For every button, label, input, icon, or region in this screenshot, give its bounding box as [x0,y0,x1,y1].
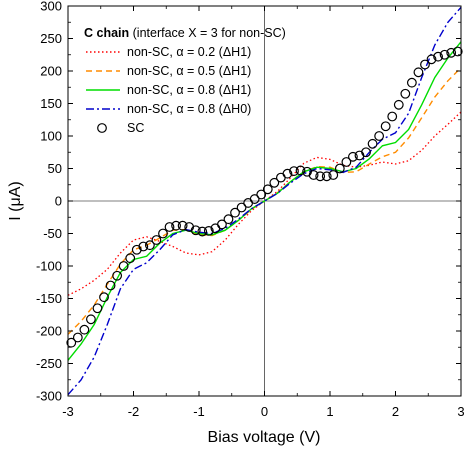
sc-data-point [112,270,123,281]
sc-data-point [217,219,227,230]
sc-data-point [230,207,240,218]
x-tick-label: 1 [326,404,333,419]
x-tick-label: 0 [261,404,268,419]
y-tick-label: 0 [55,194,62,209]
y-tick-label: 50 [48,161,62,176]
legend-title-rest: (interface X = 3 for non-SC) [129,26,286,40]
legend-title: C chain (interface X = 3 for non-SC) [84,26,286,40]
sc-data-point [236,202,247,213]
sc-data-point [256,189,267,200]
legend-entry-label: SC [127,121,144,135]
sc-data-point [86,314,96,325]
sc-data-point [387,111,398,122]
sc-data-point [269,177,280,188]
sc-data-point [72,332,83,343]
sc-data-point [262,184,273,195]
y-tick-label: 300 [40,0,62,14]
sc-data-point [393,99,404,110]
sc-data-point [249,194,260,204]
sc-data-point [406,77,417,88]
y-tick-label: -300 [36,389,62,404]
sc-data-point [361,147,371,158]
sc-data-point [367,138,378,149]
x-tick-label: -2 [128,404,140,419]
sc-data-point [105,280,116,291]
sc-data-point [439,49,450,60]
sc-data-point [334,163,345,174]
y-axis-ticks: -300 -250 -200 -150 -100 -50 0 50 100 150 200 250 30… [36,0,461,404]
legend: C chain (interface X = 3 for non-SC) non… [84,26,286,135]
sc-data-point [315,171,326,182]
sc-data-point [289,166,299,177]
x-tick-label: -1 [193,404,205,419]
sc-data-point [164,222,175,232]
sc-data-point [321,171,332,182]
sc-data-point [282,168,293,179]
legend-swatch-sc [97,123,107,133]
y-tick-label: 250 [40,31,62,46]
y-tick-label: -250 [36,356,62,371]
sc-data-point [190,225,201,236]
sc-data-point [374,131,385,141]
y-tick-label: -150 [36,291,62,306]
x-tick-label: 3 [457,404,464,419]
y-tick-label: 200 [40,64,62,79]
sc-data-point [420,59,430,70]
sc-data-point [341,157,352,167]
y-tick-label: -200 [36,324,62,339]
sc-data-point [295,165,306,176]
sc-data-point [308,170,319,180]
sc-data-point [138,241,149,252]
sc-data-point [118,261,129,271]
y-tick-label: 150 [40,96,62,111]
sc-data-point [452,46,463,57]
sc-data-point [197,226,208,237]
sc-data-point [125,253,136,264]
series-line-1 [67,111,462,296]
y-axis-label: I (μA) [7,181,24,220]
y-tick-label: -100 [36,259,62,274]
legend-entry-label: non-SC, α = 0.8 (ΔH0) [127,102,251,116]
sc-data-point [144,240,155,251]
x-tick-label: 2 [392,404,399,419]
series-layer [66,6,463,396]
x-axis-ticks: -3 -2 -1 0 1 2 3 [62,6,464,419]
sc-data-point [328,170,339,180]
sc-data-point [413,67,424,78]
series-line-4 [67,6,462,396]
y-tick-label: -50 [43,226,62,241]
sc-data-point [400,88,411,99]
sc-data-point [177,220,188,231]
sc-data-point [158,228,168,239]
x-tick-label: -3 [62,404,74,419]
sc-data-point [433,51,443,62]
series-line-3 [67,41,462,361]
sc-data-point [223,214,234,225]
sc-data-point [446,47,457,58]
sc-data-point [92,303,103,314]
legend-entry-label: non-SC, α = 0.8 (ΔH1) [127,83,251,97]
sc-data-point [348,151,358,162]
sc-data-point [99,292,109,303]
sc-data-point [426,54,437,65]
sc-data-point [203,225,214,236]
legend-entry-label: non-SC, α = 0.5 (ΔH1) [127,64,251,78]
x-axis-label: Bias voltage (V) [208,429,321,446]
sc-data-point [66,337,77,348]
sc-data-point [151,235,162,245]
legend-entry-label: non-SC, α = 0.2 (ΔH1) [127,45,251,59]
sc-data-point [79,324,90,335]
sc-data-point [171,220,181,231]
sc-data-point [380,121,391,132]
y-tick-label: 100 [40,129,62,144]
legend-title-bold: C chain [84,26,129,40]
